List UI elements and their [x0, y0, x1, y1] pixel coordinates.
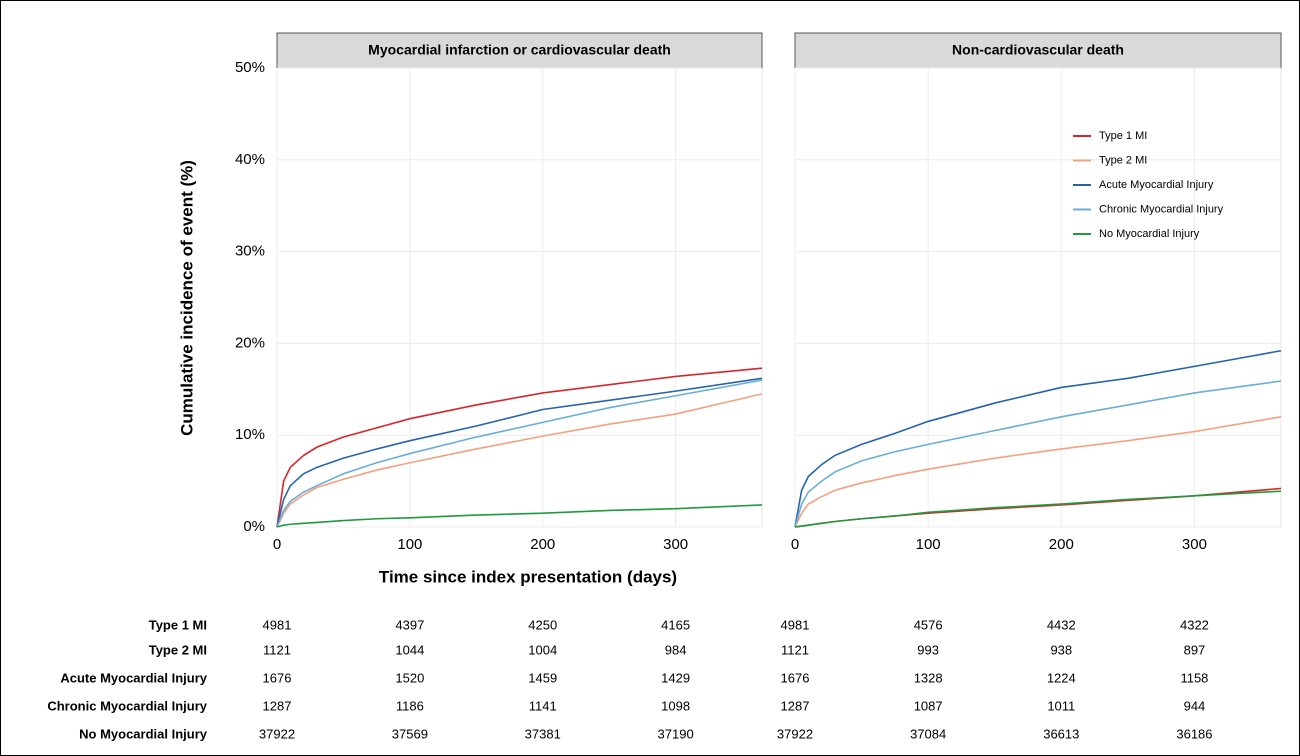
risk-count: 36186 — [1176, 726, 1212, 741]
risk-row-label: No Myocardial Injury — [79, 726, 208, 741]
risk-count: 1121 — [263, 642, 291, 657]
plot-background — [794, 67, 1282, 528]
legend-label: Acute Myocardial Injury — [1099, 179, 1214, 191]
y-axis-title: Cumulative incidence of event (%) — [177, 160, 196, 436]
risk-count: 1676 — [263, 670, 292, 685]
risk-count: 897 — [1184, 642, 1206, 657]
risk-row-label: Acute Myocardial Injury — [60, 670, 207, 685]
risk-count: 37381 — [525, 726, 561, 741]
risk-count: 1186 — [396, 698, 424, 713]
curve — [276, 367, 763, 528]
risk-count: 37084 — [910, 726, 946, 741]
curve — [276, 504, 763, 528]
risk-count: 37190 — [658, 726, 694, 741]
risk-row-label: Chronic Myocardial Injury — [47, 698, 207, 713]
risk-count: 37922 — [259, 726, 295, 741]
y-tick-label: 10% — [235, 426, 265, 443]
risk-count: 37922 — [777, 726, 813, 741]
risk-count: 1087 — [914, 698, 943, 713]
risk-count: 4981 — [263, 617, 292, 632]
y-tick-label: 20% — [235, 334, 265, 351]
risk-count: 1520 — [395, 670, 424, 685]
risk-count: 1158 — [1180, 670, 1208, 685]
risk-count: 1224 — [1047, 670, 1076, 685]
x-tick-label: 300 — [1182, 536, 1207, 553]
legend-label: Type 1 MI — [1099, 130, 1147, 142]
x-tick-label: 300 — [663, 536, 688, 553]
y-tick-label: 30% — [235, 243, 265, 260]
y-tick-label: 40% — [235, 151, 265, 168]
risk-count: 4576 — [914, 617, 943, 632]
risk-count: 4432 — [1047, 617, 1076, 632]
risk-count: 1098 — [661, 698, 690, 713]
plot-background — [276, 67, 763, 528]
risk-count: 1328 — [914, 670, 943, 685]
risk-count: 993 — [917, 642, 939, 657]
curve — [276, 393, 763, 528]
risk-row-label: Type 2 MI — [149, 642, 207, 657]
risk-row-label: Type 1 MI — [149, 617, 207, 632]
risk-count: 4165 — [661, 617, 690, 632]
panel-title: Myocardial infarction or cardiovascular … — [368, 42, 671, 58]
risk-count: 944 — [1184, 698, 1206, 713]
curve — [794, 349, 1282, 528]
x-tick-label: 200 — [1049, 536, 1074, 553]
curve — [794, 380, 1282, 528]
curve — [794, 416, 1282, 528]
x-axis-title: Time since index presentation (days) — [379, 567, 677, 586]
risk-count: 4981 — [781, 617, 810, 632]
risk-count: 37569 — [392, 726, 428, 741]
risk-count: 1287 — [263, 698, 292, 713]
risk-count: 984 — [665, 642, 687, 657]
risk-count: 4322 — [1180, 617, 1209, 632]
strip — [276, 32, 763, 69]
curve — [276, 379, 763, 528]
curve — [794, 490, 1282, 528]
x-tick-label: 0 — [791, 536, 799, 553]
risk-count: 1004 — [528, 642, 557, 657]
legend-label: Type 2 MI — [1099, 154, 1147, 166]
x-tick-label: 100 — [916, 536, 941, 553]
risk-count: 1459 — [528, 670, 557, 685]
panel-title: Non-cardiovascular death — [952, 42, 1124, 58]
risk-count: 1676 — [781, 670, 810, 685]
risk-count: 36613 — [1043, 726, 1079, 741]
curve — [276, 377, 763, 528]
y-tick-label: 50% — [235, 59, 265, 76]
strip — [794, 32, 1282, 69]
risk-count: 1141 — [529, 698, 557, 713]
y-tick-label: 0% — [243, 518, 265, 535]
risk-count: 1429 — [661, 670, 690, 685]
x-tick-label: 200 — [530, 536, 555, 553]
risk-count: 1121 — [781, 642, 809, 657]
legend-label: No Myocardial Injury — [1099, 228, 1200, 240]
risk-count: 4397 — [395, 617, 424, 632]
risk-count: 1011 — [1047, 698, 1075, 713]
x-tick-label: 0 — [273, 536, 281, 553]
risk-count: 4250 — [528, 617, 557, 632]
risk-count: 938 — [1050, 642, 1072, 657]
risk-count: 1287 — [781, 698, 810, 713]
x-tick-label: 100 — [397, 536, 422, 553]
risk-count: 1044 — [395, 642, 424, 657]
legend-label: Chronic Myocardial Injury — [1099, 203, 1224, 215]
